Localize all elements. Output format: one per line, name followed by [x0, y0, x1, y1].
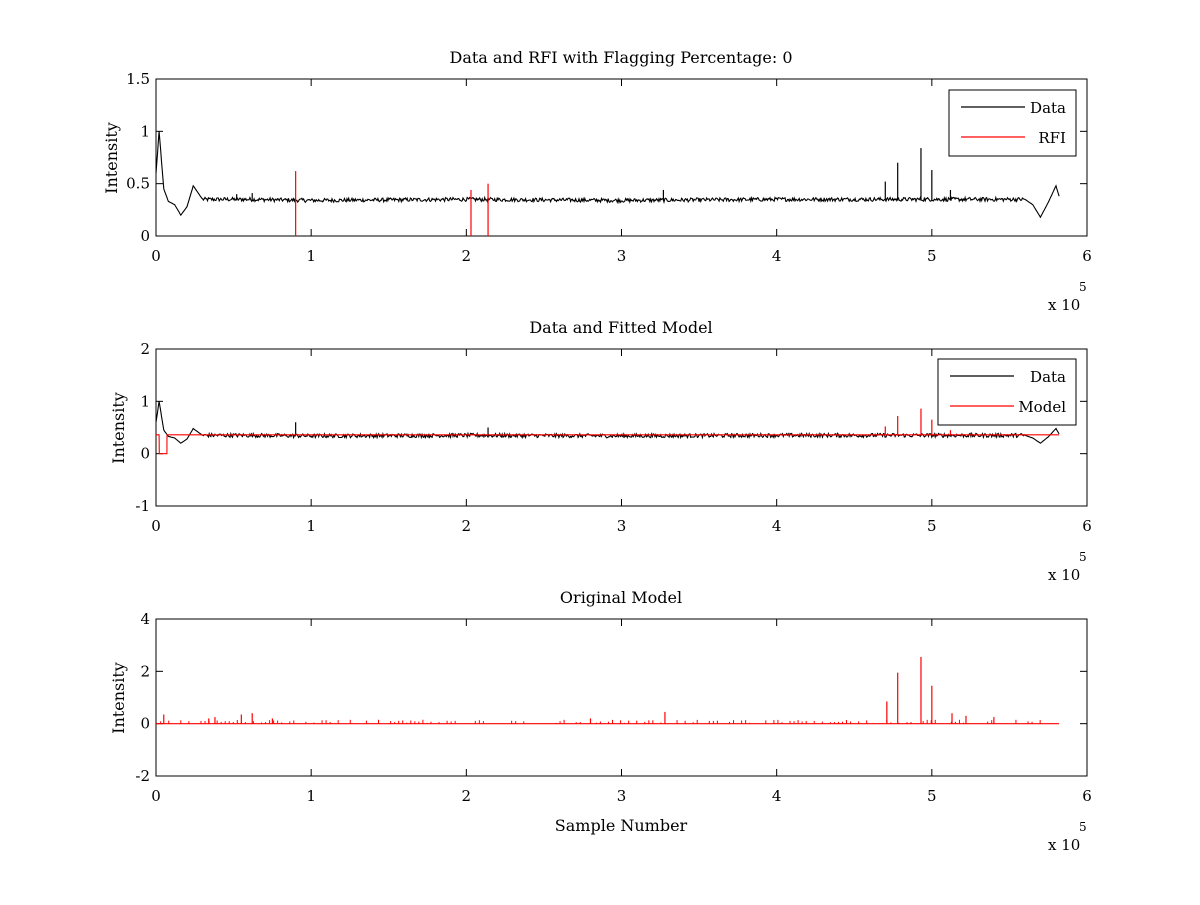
subplot-title: Original Model	[560, 588, 682, 607]
series-model	[156, 656, 1060, 725]
x-exponent-power: 5	[1079, 550, 1087, 564]
x-axis-label: Sample Number	[555, 816, 688, 835]
x-tick-label: 3	[617, 247, 627, 265]
subplot-original-model: Original Model Intensity Sample Number x…	[109, 588, 1092, 854]
y-tick-label: 1	[140, 392, 150, 410]
legend-label: Data	[1030, 99, 1066, 117]
series-line	[156, 434, 1060, 455]
x-tick-label: 2	[462, 247, 472, 265]
y-axis-label: Intensity	[102, 122, 121, 194]
legend: Data RFI	[948, 89, 1077, 157]
subplot-rfi: Data and RFI with Flagging Percentage: 0…	[102, 48, 1092, 314]
legend-box	[948, 89, 1077, 157]
x-tick-label: 0	[151, 517, 161, 535]
x-tick-label: 3	[617, 787, 627, 805]
model-small-spikes	[160, 719, 1041, 724]
x-exponent-label: x 10	[1048, 566, 1080, 584]
series-line	[155, 131, 1060, 219]
x-tick-label: 1	[306, 247, 316, 265]
x-tick-label: 1	[306, 787, 316, 805]
x-tick-label: 3	[617, 517, 627, 535]
x-tick-label: 4	[772, 247, 782, 265]
y-axis-label: Intensity	[109, 662, 128, 734]
y-tick-label: 2	[140, 662, 150, 680]
legend-label: Data	[1030, 368, 1066, 386]
y-tick-label: -1	[135, 497, 150, 515]
y-tick-label: 4	[140, 610, 150, 628]
x-tick-label: 0	[151, 247, 161, 265]
y-tick-label: 0.5	[126, 175, 150, 193]
legend-label: RFI	[1038, 129, 1066, 147]
x-exponent-power: 5	[1079, 280, 1087, 294]
subplot-title: Data and Fitted Model	[529, 318, 712, 337]
x-tick-label: 1	[306, 517, 316, 535]
x-tick-label: 5	[927, 517, 937, 535]
x-exponent-label: x 10	[1048, 296, 1080, 314]
x-tick-label: 5	[927, 247, 937, 265]
y-tick-label: 0	[140, 227, 150, 245]
x-exponent-label: x 10	[1048, 836, 1080, 854]
y-tick-label: -2	[135, 767, 150, 785]
y-axis-label: Intensity	[109, 392, 128, 464]
y-tick-label: 1.5	[126, 70, 150, 88]
x-tick-label: 6	[1082, 247, 1092, 265]
x-tick-label: 6	[1082, 787, 1092, 805]
legend: Data Model	[937, 358, 1077, 426]
series-data	[155, 131, 1060, 219]
y-tick-label: 0	[140, 445, 150, 463]
y-tick-label: 2	[140, 340, 150, 358]
y-tick-label: 1	[140, 122, 150, 140]
x-tick-label: 2	[462, 517, 472, 535]
x-tick-label: 4	[772, 787, 782, 805]
legend-label: Model	[1018, 398, 1066, 416]
x-tick-label: 6	[1082, 517, 1092, 535]
x-tick-label: 2	[462, 787, 472, 805]
subplot-title: Data and RFI with Flagging Percentage: 0	[449, 48, 792, 67]
series-rfi	[295, 171, 489, 236]
x-tick-label: 4	[772, 517, 782, 535]
subplot-fitted-model: Data and Fitted Model Intensity x 10 5 0…	[109, 318, 1092, 584]
x-tick-label: 5	[927, 787, 937, 805]
y-tick-label: 0	[140, 715, 150, 733]
x-tick-label: 0	[151, 787, 161, 805]
legend-box	[937, 358, 1077, 426]
series-model	[156, 408, 1060, 455]
plot-area	[155, 618, 1088, 777]
x-exponent-power: 5	[1079, 820, 1087, 834]
